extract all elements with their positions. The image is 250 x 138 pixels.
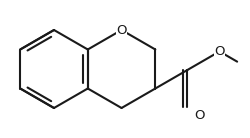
- Text: O: O: [116, 23, 127, 36]
- Text: O: O: [214, 45, 225, 58]
- Text: O: O: [194, 109, 205, 122]
